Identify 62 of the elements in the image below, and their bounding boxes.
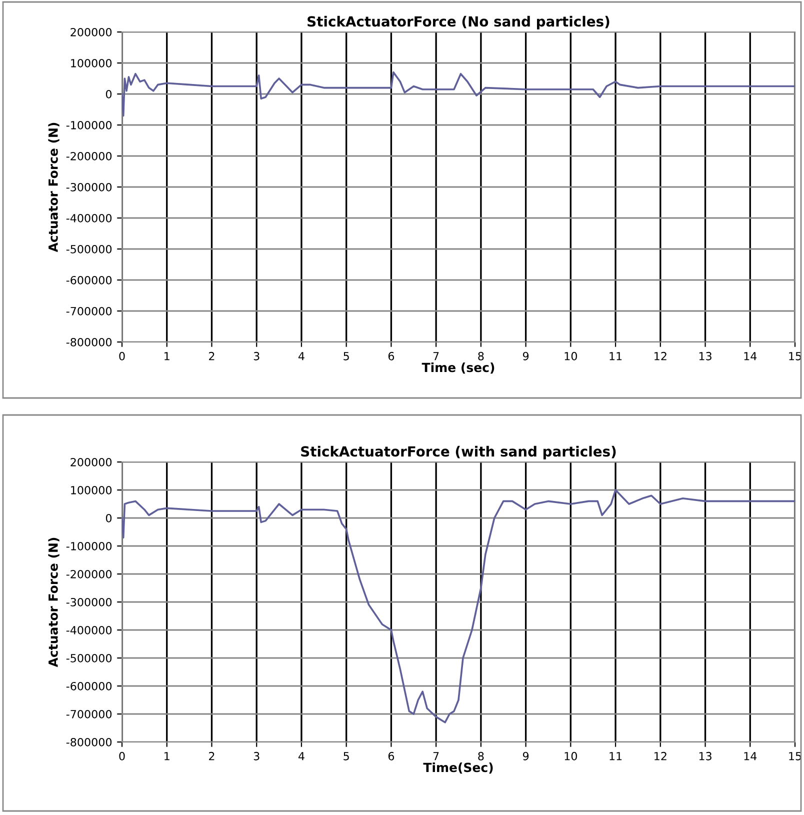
x-tick-label: 5 [344,352,349,360]
x-tick-label: 6 [388,352,394,360]
y-tick-label: -600000 [66,682,112,690]
chart-title: StickActuatorForce (No sand particles) [308,16,610,30]
x-tick-label: 2 [209,752,214,760]
x-tick-label: 9 [522,752,529,760]
x-tick-label: 10 [564,752,577,760]
x-tick-label: 11 [610,352,622,360]
x-tick-label: 3 [254,352,260,360]
y-tick-label: -300000 [66,182,112,192]
x-tick-label: 4 [298,352,304,360]
x-tick-label: 3 [254,752,260,760]
x-tick-label: 15 [789,752,802,760]
y-tick-label: -500000 [66,244,112,254]
y-tick-label: 200000 [70,458,112,466]
y-tick-label: -400000 [66,214,112,222]
y-tick-label: -500000 [66,654,112,662]
y-tick-label: 200000 [70,28,112,36]
x-tick-label: 0 [119,752,125,760]
x-tick-label: 2 [209,352,214,360]
x-axis-title: Time(Sec) [423,762,493,774]
y-axis-title: Actuator Force (N) [48,538,60,668]
y-tick-label: -200000 [66,152,112,160]
x-tick-label: 6 [388,752,394,760]
x-tick-label: 7 [433,752,439,760]
y-tick-label: -700000 [66,306,112,316]
x-tick-label: 12 [654,352,666,360]
y-tick-label: -100000 [66,542,112,550]
line-series [122,71,795,117]
y-tick-label: 0 [106,90,112,98]
y-axis-title: Actuator Force (N) [48,122,60,252]
x-axis-title: Time (sec) [422,362,494,374]
x-tick-label: 14 [744,752,757,760]
x-tick-label: 10 [564,352,577,360]
x-tick-label: 14 [744,352,757,360]
x-tick-label: 11 [610,752,622,760]
y-tick-label: -600000 [66,276,112,284]
y-tick-label: -800000 [66,738,112,746]
x-tick-label: 4 [298,752,304,760]
x-tick-label: 12 [654,752,666,760]
x-tick-label: 5 [344,752,349,760]
x-tick-label: 7 [433,352,439,360]
y-tick-label: -700000 [66,710,112,718]
x-tick-label: 9 [522,352,529,360]
y-tick-label: 100000 [71,58,112,68]
x-tick-label: 15 [789,352,802,360]
y-tick-label: 100000 [71,486,112,494]
x-tick-label: 13 [699,352,712,360]
y-tick-label: 0 [106,514,112,522]
chart-title: StickActuatorForce (with sand particles) [301,446,616,460]
x-tick-label: 8 [478,752,484,760]
y-tick-label: -200000 [66,570,112,578]
line-series [122,489,795,724]
y-tick-label: -100000 [66,120,112,130]
y-tick-label: -400000 [66,626,112,634]
x-tick-label: 8 [478,352,484,360]
y-tick-label: -800000 [66,338,112,346]
x-tick-label: 1 [164,752,170,760]
x-tick-label: 13 [699,752,712,760]
x-tick-label: 0 [119,352,125,360]
x-tick-label: 1 [164,352,170,360]
y-tick-label: -300000 [66,598,112,606]
